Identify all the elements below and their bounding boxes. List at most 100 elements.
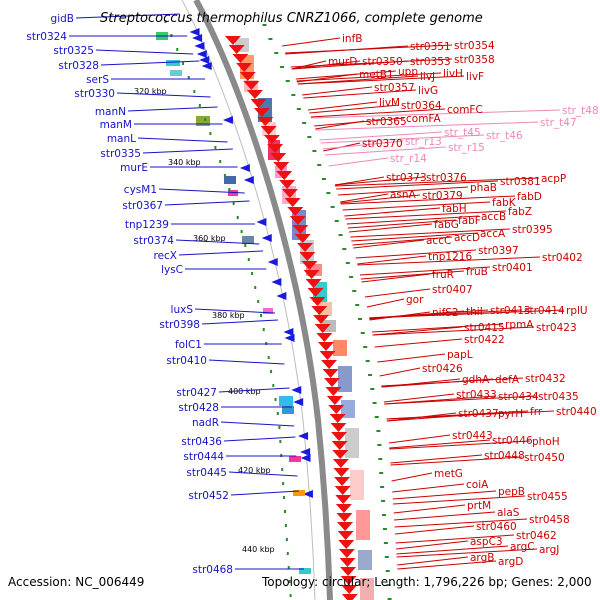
connector-line [383,393,455,403]
kbp-label: 380 kbp [212,311,245,320]
gene-label: fabZ [508,206,532,218]
gene-label: str0374 [133,235,174,247]
tick-mark [236,216,239,219]
connector-line [340,195,516,205]
tick-mark [376,430,381,432]
connector-line [310,108,446,118]
gene-label: coiA [466,479,489,491]
connector-line [295,70,397,80]
gene-label: str0428 [178,402,219,414]
gene-arrow [334,486,351,495]
connector-line [230,490,300,496]
tick-mark [289,594,292,597]
gene-label: str0325 [53,45,94,57]
connector-line [309,104,400,114]
kbp-label: 400 kbp [228,387,261,396]
gene-label: accA [480,228,506,240]
connector-line [340,194,421,204]
tick-mark [219,160,222,163]
gene-label: str0436 [181,436,222,448]
gene-arrow [341,594,358,600]
gene-arrow [337,531,354,540]
gene-label: luxS [171,304,194,316]
gene-arrow [337,522,354,531]
gene-label: murD [328,56,357,68]
connector-line [346,215,480,225]
gene-label: str0422 [464,334,505,346]
tick-mark [365,360,370,362]
gene-arrow [228,45,245,54]
connector-line [369,309,565,319]
tick-mark [381,500,386,502]
connector-line [320,134,485,144]
gene-label: phaB [470,182,497,194]
gene-arrow [263,135,280,144]
tick-mark [370,388,375,390]
connector-line [127,106,218,112]
gene-label: str0445 [186,467,227,479]
gene-arrow [243,176,254,184]
gene-arrow [270,153,287,162]
kbp-label: 440 kbp [242,545,275,554]
gene-arrow [332,459,349,468]
gene-label: fabK [492,197,517,209]
connector-line [396,540,469,550]
gene-label: livF [466,71,484,83]
connector-line [394,511,496,521]
connector-line [340,193,389,203]
gene-label: str0357 [374,82,415,94]
tick-mark [278,426,281,429]
gene-label: str0407 [432,284,473,296]
gene-arrow [294,234,311,243]
connector-line [377,353,446,363]
tick-mark [164,20,167,23]
connector-line [290,58,453,68]
gene-arrow [271,278,282,286]
gene-arrow [276,171,293,180]
connector-line [395,525,475,535]
gene-arrow [309,297,326,306]
gene-label: str0402 [542,252,583,264]
tick-mark [281,468,284,471]
tick-mark [283,496,286,499]
gene-label: str0353 [410,56,451,68]
connector-line [371,323,504,333]
tick-mark [342,248,347,250]
gene-arrow [326,396,343,405]
connector-line [352,236,453,246]
gene-arrow [330,423,347,432]
gene-label: rplU [566,305,588,317]
connector-line [342,201,491,211]
connector-line [95,49,194,55]
gene-label: fruB [466,266,488,278]
gene-label: str0452 [188,490,229,502]
gene-label: str0324 [26,31,67,43]
gene-label: frr [530,406,543,418]
gene-arrow [321,360,338,369]
tick-mark [232,202,235,205]
connector-line [308,101,378,111]
connector-line [282,37,341,47]
tick-mark [198,104,201,107]
connector-line [393,495,526,505]
gene-arrow [239,72,256,81]
rna-labels: str_t48 str_t47 str_r13 str_t45 str_t46 … [390,105,599,165]
gene-label: nifS2 [432,307,459,319]
gene-label: thiI [466,306,483,318]
gene-arrow [307,288,324,297]
gene-label: str0358 [454,54,495,66]
gene-label: fabG [434,219,459,231]
gene-label: pepB [498,486,525,498]
connector-line [334,176,385,186]
connector-line [389,439,491,449]
tick-mark [345,262,350,264]
gene-arrow [335,495,352,504]
tick-mark [384,556,389,558]
tick-mark [383,542,388,544]
gene-label: str0434 [498,391,539,403]
connector-line [315,121,539,131]
connector-line [345,210,507,220]
tick-mark [387,598,392,600]
connector-line [291,60,327,70]
